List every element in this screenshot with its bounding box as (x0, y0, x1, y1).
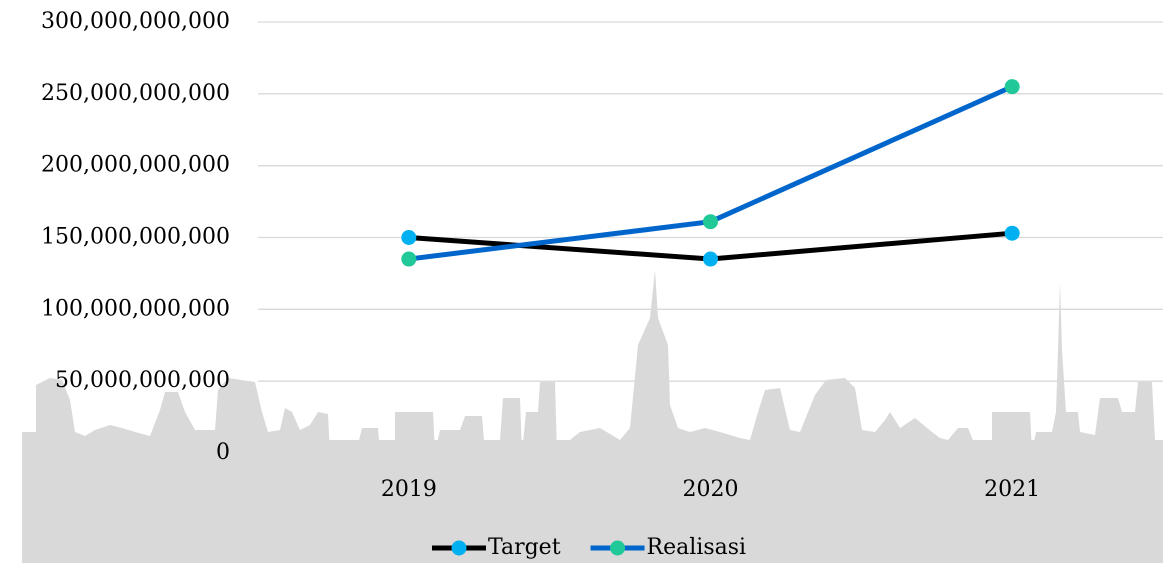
marker (401, 230, 416, 245)
marker (703, 252, 718, 267)
marker (1005, 226, 1020, 241)
y-tick-label: 50,000,000,000 (55, 368, 230, 393)
y-tick-label: 250,000,000,000 (41, 81, 230, 106)
chart: 0 50,000,000,000 100,000,000,000 150,000,00… (0, 0, 1175, 563)
legend-label: Target (488, 535, 561, 560)
legend-marker (452, 541, 467, 556)
marker (1005, 79, 1020, 94)
legend-marker (610, 541, 625, 556)
marker (703, 214, 718, 229)
legend-label: Realisasi (647, 535, 747, 560)
x-tick-label: 2020 (683, 477, 739, 502)
y-tick-label: 300,000,000,000 (41, 9, 230, 34)
x-tick-label: 2019 (381, 477, 437, 502)
y-tick-label: 200,000,000,000 (41, 153, 230, 178)
marker (401, 252, 416, 267)
x-tick-label: 2021 (984, 477, 1040, 502)
y-tick-label: 150,000,000,000 (41, 225, 230, 250)
y-tick-label: 0 (216, 440, 230, 465)
series-line (409, 87, 1012, 259)
y-tick-label: 100,000,000,000 (41, 296, 230, 321)
